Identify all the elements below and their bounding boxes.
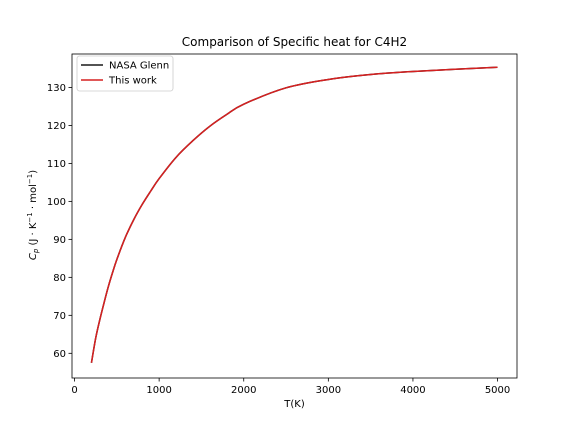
legend-label-this-work: This work xyxy=(108,76,157,87)
y-tick-label: 70 xyxy=(53,311,66,322)
legend-label-nasa-glenn: NASA Glenn xyxy=(109,61,169,72)
x-tick-label: 4000 xyxy=(400,385,425,396)
y-tick-label: 80 xyxy=(53,273,66,284)
y-tick-label: 100 xyxy=(47,197,66,208)
y-axis-label-sup1: −1 xyxy=(26,212,34,222)
y-axis-label-mid: · mol xyxy=(28,184,39,212)
y-axis: 60 70 80 90 100 110 120 130 xyxy=(47,83,72,360)
chart-title: Comparison of Specific heat for C4H2 xyxy=(182,35,407,49)
y-axis-label: Cp (J · K−1 · mol−1) xyxy=(26,170,40,260)
x-tick-label: 0 xyxy=(71,385,77,396)
y-tick-label: 120 xyxy=(47,121,66,132)
y-tick-label: 110 xyxy=(47,159,66,170)
y-tick-label: 90 xyxy=(53,235,66,246)
y-axis-label-rest: (J · K xyxy=(28,222,39,249)
y-axis-label-base: C xyxy=(28,253,39,260)
y-tick-label: 130 xyxy=(47,83,66,94)
x-tick-label: 1000 xyxy=(146,385,171,396)
x-axis: 0 1000 2000 3000 4000 5000 xyxy=(71,378,510,396)
plot-frame xyxy=(71,53,518,379)
y-tick-label: 60 xyxy=(53,349,66,360)
plot-area xyxy=(72,54,517,378)
y-axis-label-sub: p xyxy=(32,248,40,254)
x-axis-label: T(K) xyxy=(283,399,305,410)
x-tick-label: 5000 xyxy=(485,385,510,396)
series-line-this-work xyxy=(90,66,498,363)
x-tick-label: 2000 xyxy=(231,385,256,396)
series-layer xyxy=(90,66,498,363)
y-axis-label-sup2: −1 xyxy=(26,174,34,184)
x-tick-label: 3000 xyxy=(316,385,341,396)
legend: NASA Glenn This work xyxy=(76,55,174,92)
y-axis-label-end: ) xyxy=(28,170,39,174)
